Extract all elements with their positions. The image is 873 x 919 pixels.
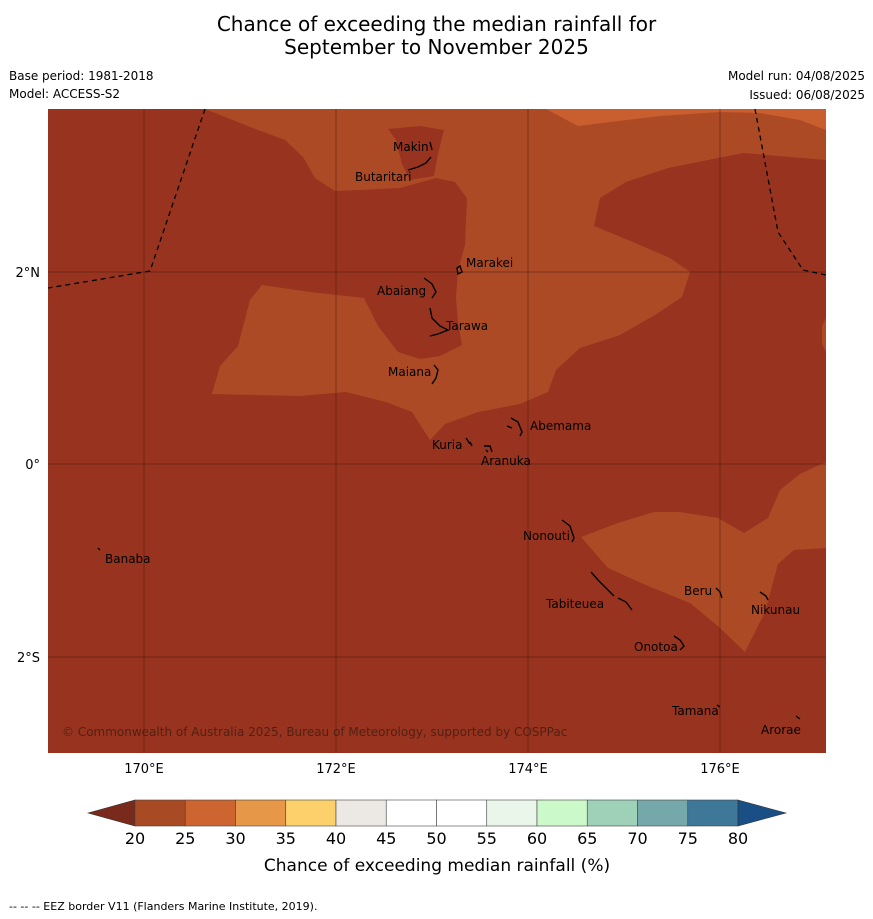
marakei-island (456, 264, 463, 276)
label-butaritari: Butaritari (355, 170, 412, 184)
region-20-25-east-edge (822, 318, 826, 352)
colorbar-tick-label: 20 (125, 829, 145, 848)
colorbar-tick-label: 40 (326, 829, 346, 848)
x-tick-174e: 174°E (508, 762, 548, 777)
nonouti-island (561, 519, 575, 543)
forecast-map: Makin Butaritari Marakei Abaiang Tarawa … (16, 109, 826, 876)
colorbar-tick-label: 70 (627, 829, 647, 848)
colorbar-ticks: 20 25 30 35 40 45 50 55 60 65 70 75 80 (125, 829, 748, 848)
banaba-island (97, 547, 101, 551)
arorae-island (795, 715, 801, 720)
butaritari-island (407, 156, 432, 171)
colorbar-cells (134, 799, 739, 827)
label-arorae: Arorae (761, 723, 801, 737)
colorbar-cell (285, 799, 337, 827)
y-tick-0: 0° (25, 458, 40, 473)
colorbar-tick-label: 75 (678, 829, 698, 848)
island-outlines (97, 141, 801, 720)
colorbar-tick-label: 45 (376, 829, 396, 848)
colorbar-cell (586, 799, 638, 827)
label-banaba: Banaba (105, 552, 151, 566)
colorbar-cell (235, 799, 287, 827)
label-kuria: Kuria (432, 438, 463, 452)
tarawa-island (429, 307, 450, 337)
colorbar-title: Chance of exceeding median rainfall (%) (264, 856, 610, 876)
map-area: Makin Butaritari Marakei Abaiang Tarawa … (48, 109, 826, 753)
label-nikunau: Nikunau (751, 603, 800, 617)
eez-border (48, 109, 826, 289)
colorbar-cell (536, 799, 588, 827)
x-tick-176e: 176°E (700, 762, 740, 777)
region-25-30-north (546, 109, 826, 130)
colorbar-cell (335, 799, 387, 827)
beru-island (715, 587, 723, 599)
colorbar: 20 25 30 35 40 45 50 55 60 65 70 75 80 Chance of exc… (86, 799, 788, 876)
colorbar-tick-label: 60 (527, 829, 547, 848)
base-period: Base period: 1981-2018 (9, 69, 154, 83)
region-25-30-northeast (788, 109, 826, 130)
aranuka-island (484, 445, 493, 453)
label-tabiteuea: Tabiteuea (545, 597, 604, 611)
region-20-25-southeast (581, 462, 826, 652)
colorbar-cell (385, 799, 437, 827)
colorbar-tick-label: 25 (175, 829, 195, 848)
graticule (48, 109, 826, 753)
x-tick-172e: 172°E (316, 762, 356, 777)
eez-footnote: -- -- -- EEZ border V11 (Flanders Marine… (9, 900, 318, 913)
makin-island (429, 141, 433, 151)
colorbar-low-arrow (86, 799, 136, 827)
region-20-25-north (205, 109, 826, 440)
label-maiana: Maiana (388, 365, 431, 379)
colorbar-high-arrow (737, 799, 788, 827)
region-below-20-north-pocket (388, 126, 444, 180)
issued-date: Issued: 06/08/2025 (749, 88, 865, 102)
colorbar-tick-label: 55 (477, 829, 497, 848)
label-abaiang: Abaiang (377, 284, 426, 298)
label-tarawa: Tarawa (445, 319, 488, 333)
colorbar-cell (687, 799, 739, 827)
colorbar-tick-label: 35 (276, 829, 296, 848)
map-title-line2: September to November 2025 (284, 35, 589, 59)
copyright-notice: © Commonwealth of Australia 2025, Bureau… (62, 725, 567, 739)
label-marakei: Marakei (466, 256, 513, 270)
label-tamana: Tamana (671, 704, 719, 718)
abaiang-island (423, 277, 437, 299)
colorbar-cell (184, 799, 236, 827)
label-abemama: Abemama (530, 419, 591, 433)
tabiteuea-island (590, 571, 633, 611)
abemama-island (506, 417, 523, 437)
label-onotoa: Onotoa (634, 640, 678, 654)
model-run: Model run: 04/08/2025 (727, 69, 865, 83)
colorbar-tick-label: 65 (577, 829, 597, 848)
kuria-island (465, 437, 473, 447)
colorbar-cell (436, 799, 488, 827)
label-beru: Beru (684, 584, 712, 598)
nikunau-island (759, 591, 769, 601)
colorbar-tick-label: 50 (426, 829, 446, 848)
maiana-island (431, 364, 439, 385)
label-makin: Makin (393, 140, 429, 154)
label-aranuka: Aranuka (481, 454, 531, 468)
colorbar-cell (486, 799, 538, 827)
model-name: Model: ACCESS-S2 (9, 87, 121, 101)
map-title-line1: Chance of exceeding the median rainfall … (216, 12, 657, 36)
y-tick-2n: 2°N (16, 266, 41, 281)
colorbar-cell (637, 799, 689, 827)
x-tick-170e: 170°E (124, 762, 164, 777)
onotoa-island (673, 635, 685, 651)
colorbar-tick-label: 80 (728, 829, 748, 848)
y-tick-2s: 2°S (17, 651, 40, 666)
colorbar-tick-label: 30 (225, 829, 245, 848)
colorbar-cell (134, 799, 186, 827)
tamana-island (716, 704, 721, 708)
label-nonouti: Nonouti (523, 529, 570, 543)
